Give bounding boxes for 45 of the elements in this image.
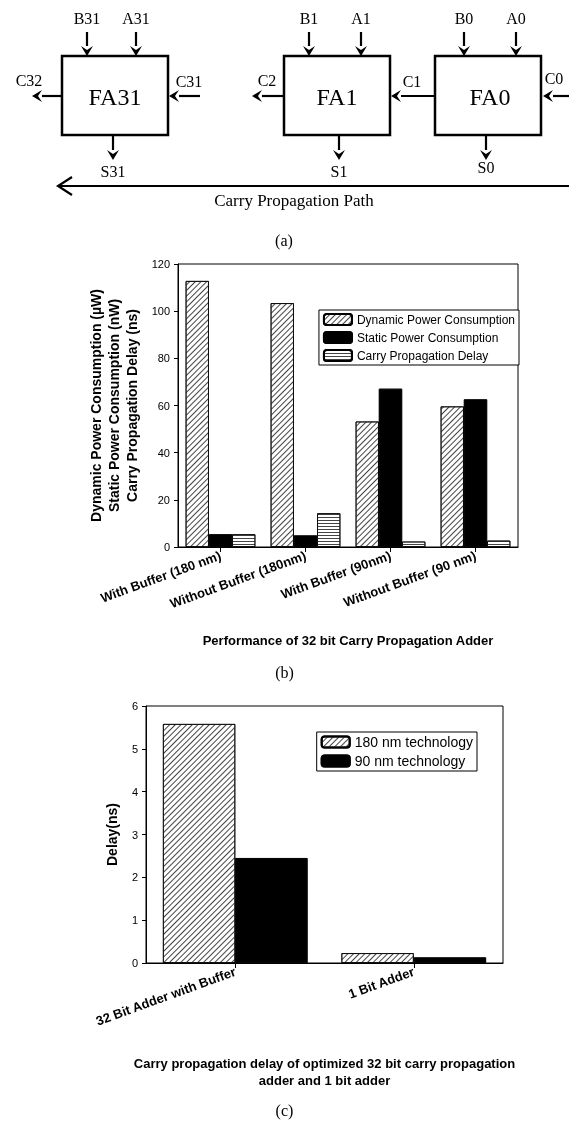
y-tick-label: 5 bbox=[131, 742, 138, 755]
y-tick-label: 1 bbox=[131, 914, 138, 927]
text: (b) bbox=[275, 663, 294, 682]
y-axis-title: Delay(ns) bbox=[103, 802, 120, 867]
y-tick-label: 6 bbox=[131, 700, 138, 712]
text: A0 bbox=[506, 10, 526, 27]
text: C31 bbox=[175, 73, 203, 90]
text: S0 bbox=[477, 159, 495, 176]
text: S31 bbox=[100, 163, 126, 180]
text: (a) bbox=[275, 232, 293, 250]
y-tick-label: 4 bbox=[131, 785, 138, 798]
x-axis-title: Performance of 32 bit Carry Propagation Adder bbox=[202, 633, 494, 648]
text: C1 bbox=[402, 73, 422, 90]
x-tick-label: 1 Bit Adder bbox=[346, 963, 417, 1002]
y-tick-label: 100 bbox=[151, 305, 170, 318]
y-tick-label: 0 bbox=[131, 957, 138, 969]
text: A31 bbox=[122, 10, 150, 27]
legend-label: Static Power Consumption bbox=[356, 330, 499, 345]
y-tick-label: 2 bbox=[131, 871, 138, 884]
text: S1 bbox=[330, 163, 348, 180]
text: C32 bbox=[15, 72, 43, 89]
y-tick-label: 120 bbox=[151, 258, 170, 270]
text: FA31 bbox=[88, 84, 142, 110]
y-tick-label: 3 bbox=[131, 828, 138, 841]
text: (c) bbox=[275, 1101, 294, 1120]
y-tick-label: 20 bbox=[157, 493, 170, 506]
text: FA1 bbox=[316, 84, 358, 110]
y-tick-label: 60 bbox=[157, 399, 170, 412]
x-axis-title: Carry propagation delay of optimized 32 bit carry propagation adder and 1 bit adder bbox=[133, 1056, 516, 1088]
y-tick-label: 80 bbox=[157, 352, 170, 365]
text: C2 bbox=[257, 72, 277, 89]
text: C0 bbox=[544, 70, 564, 87]
legend-label: Dynamic Power Consumption bbox=[356, 312, 515, 327]
legend-label: 180 nm technology bbox=[354, 734, 474, 750]
text: Carry Propagation Path bbox=[214, 191, 375, 210]
text: B31 bbox=[73, 10, 101, 27]
legend-label: Carry Propagation Delay bbox=[356, 348, 489, 363]
text: FA0 bbox=[469, 84, 511, 110]
text: A1 bbox=[351, 10, 371, 27]
text: B0 bbox=[454, 10, 474, 27]
y-tick-label: 0 bbox=[163, 541, 170, 553]
legend-label: 90 nm technology bbox=[354, 753, 466, 769]
y-axis-title: Dynamic Power Consumption (µW) Static Power Consumption (nW) Carry Propagation Delay (ns) bbox=[87, 289, 140, 522]
text: B1 bbox=[299, 10, 319, 27]
y-tick-label: 40 bbox=[157, 446, 170, 459]
